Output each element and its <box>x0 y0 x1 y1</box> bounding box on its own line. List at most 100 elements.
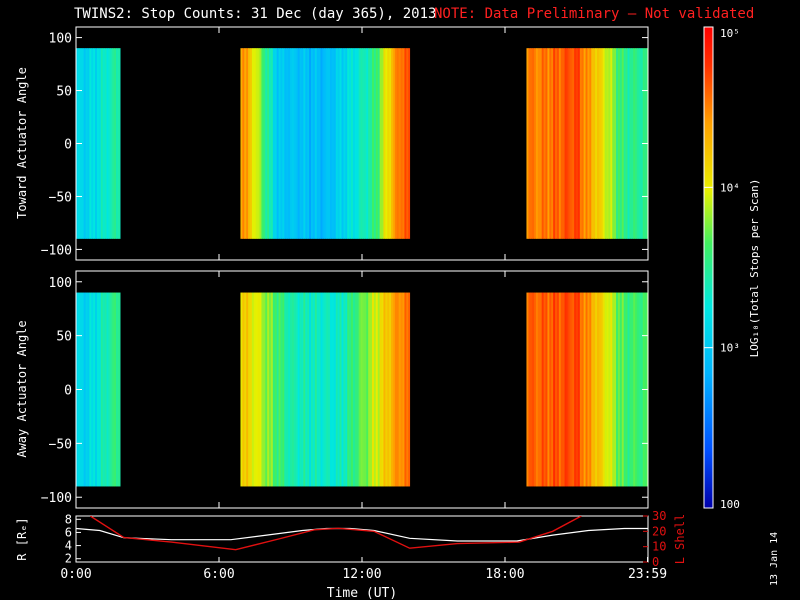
away-yticks: 100 50 0 −50 −100 <box>41 271 649 508</box>
away-heatmap-column <box>318 292 321 487</box>
toward-heatmap-column <box>96 48 100 239</box>
toward-heatmap-column <box>326 48 329 239</box>
away-heatmap-column <box>543 292 546 487</box>
toward-heatmap-column <box>366 48 369 239</box>
toward-heatmap-column <box>562 48 565 239</box>
away-heatmap-column <box>635 292 638 487</box>
toward-heatmap-column <box>564 48 567 239</box>
toward-heatmap-column <box>322 48 325 239</box>
toward-heatmap-column <box>341 48 344 239</box>
toward-heatmap-column <box>116 48 119 239</box>
away-heatmap-column <box>370 292 373 487</box>
toward-heatmap-column <box>280 48 283 239</box>
away-heatmap-column <box>541 292 545 487</box>
away-heatmap-column <box>81 292 85 487</box>
x-tick-label: 12:00 <box>342 567 381 582</box>
toward-heatmap-column <box>110 48 113 239</box>
away-heatmap-column <box>106 292 109 487</box>
toward-heatmap-column <box>331 48 335 239</box>
toward-heatmap-column <box>299 48 302 239</box>
toward-heatmap-column <box>104 48 107 239</box>
toward-heatmap-column <box>585 48 588 239</box>
away-heatmap-column <box>534 292 537 487</box>
toward-heatmap-column <box>568 48 571 239</box>
x-tick-label: 0:00 <box>60 567 91 582</box>
page-title: TWINS2: Stop Counts: 31 Dec (day 365), 2… <box>74 6 437 22</box>
toward-heatmap-column <box>257 48 260 239</box>
toward-heatmap-column <box>360 48 363 239</box>
toward-panel: 100 50 0 −50 −100 Toward Actuator Angle <box>15 26 649 261</box>
toward-heatmap-column <box>282 48 285 239</box>
away-heatmap-column <box>330 292 333 487</box>
toward-heatmap-column <box>269 48 272 239</box>
away-heatmap-column <box>532 292 535 487</box>
away-heatmap-column <box>331 292 335 487</box>
away-heatmap-column <box>102 292 105 487</box>
away-heatmap-column <box>307 292 310 487</box>
toward-heatmap-column <box>249 48 253 239</box>
orbit-left-ytick-label: 8 <box>65 512 72 526</box>
toward-heatmap-column <box>274 48 278 239</box>
away-heatmap-column <box>535 292 539 487</box>
toward-heatmap-column <box>81 48 85 239</box>
away-heatmap-column <box>349 292 352 487</box>
away-heatmap-column <box>400 292 403 487</box>
toward-ylabel: Toward Actuator Angle <box>15 67 29 219</box>
toward-heatmap-column <box>297 48 300 239</box>
toward-heatmap-column <box>351 48 354 239</box>
away-heatmap-column <box>528 292 531 487</box>
toward-heatmap-column <box>307 48 310 239</box>
away-heatmap-column <box>288 292 291 487</box>
away-ytick-label: 100 <box>49 276 72 291</box>
away-heatmap-column <box>259 292 262 487</box>
toward-heatmap-column <box>625 48 628 239</box>
away-heatmap-column <box>555 292 558 487</box>
toward-heatmap-column <box>616 48 619 239</box>
toward-heatmap-column <box>377 48 381 239</box>
toward-heatmap-column <box>394 48 398 239</box>
toward-heatmap-column <box>398 48 402 239</box>
toward-heatmap-column <box>255 48 259 239</box>
toward-heatmap-column <box>574 48 577 239</box>
away-heatmap-column <box>391 292 394 487</box>
away-heatmap-column <box>364 292 367 487</box>
away-heatmap-column <box>392 292 396 487</box>
away-heatmap-column <box>108 292 111 487</box>
toward-heatmap-column <box>606 48 609 239</box>
away-heatmap-column <box>316 292 320 487</box>
toward-heatmap-column <box>408 48 411 239</box>
orbit-right-ytick-label: 30 <box>652 509 666 523</box>
toward-heatmap-column <box>309 48 312 239</box>
toward-heatmap-column <box>316 48 320 239</box>
away-heatmap-column <box>638 292 642 487</box>
toward-heatmap-column <box>100 48 104 239</box>
away-heatmap-column <box>406 292 409 487</box>
toward-heatmap-column <box>347 48 350 239</box>
away-heatmap-column <box>83 292 86 487</box>
orbit-right-ytick-label: 20 <box>652 524 666 538</box>
away-heatmap-column <box>566 292 569 487</box>
toward-heatmap-column <box>593 48 596 239</box>
away-heatmap-column <box>270 292 274 487</box>
toward-ytick-label: 50 <box>56 85 72 100</box>
colorbar-tick-label: 10⁴ <box>720 181 740 194</box>
toward-heatmap-column <box>583 48 586 239</box>
away-heatmap-column <box>360 292 363 487</box>
away-heatmap-column <box>309 292 312 487</box>
away-heatmap-column <box>619 292 623 487</box>
toward-ytick-label: −50 <box>49 190 72 205</box>
away-heatmap-column <box>98 292 102 487</box>
colorbar-label: LOG₁₀(Total Stops per Scan) <box>748 179 761 358</box>
toward-heatmap-column <box>627 48 630 239</box>
colorbar-ticks: 100 10³ 10⁴ 10⁵ <box>704 26 740 511</box>
toward-heatmap-column <box>311 48 314 239</box>
away-heatmap-column <box>362 292 365 487</box>
away-heatmap-column <box>530 292 533 487</box>
away-heatmap-column <box>375 292 379 487</box>
toward-heatmap-column <box>112 48 115 239</box>
toward-heatmap-column <box>320 48 323 239</box>
away-heatmap-column <box>570 292 573 487</box>
toward-heatmap-column <box>102 48 105 239</box>
away-heatmap-column <box>93 292 96 487</box>
